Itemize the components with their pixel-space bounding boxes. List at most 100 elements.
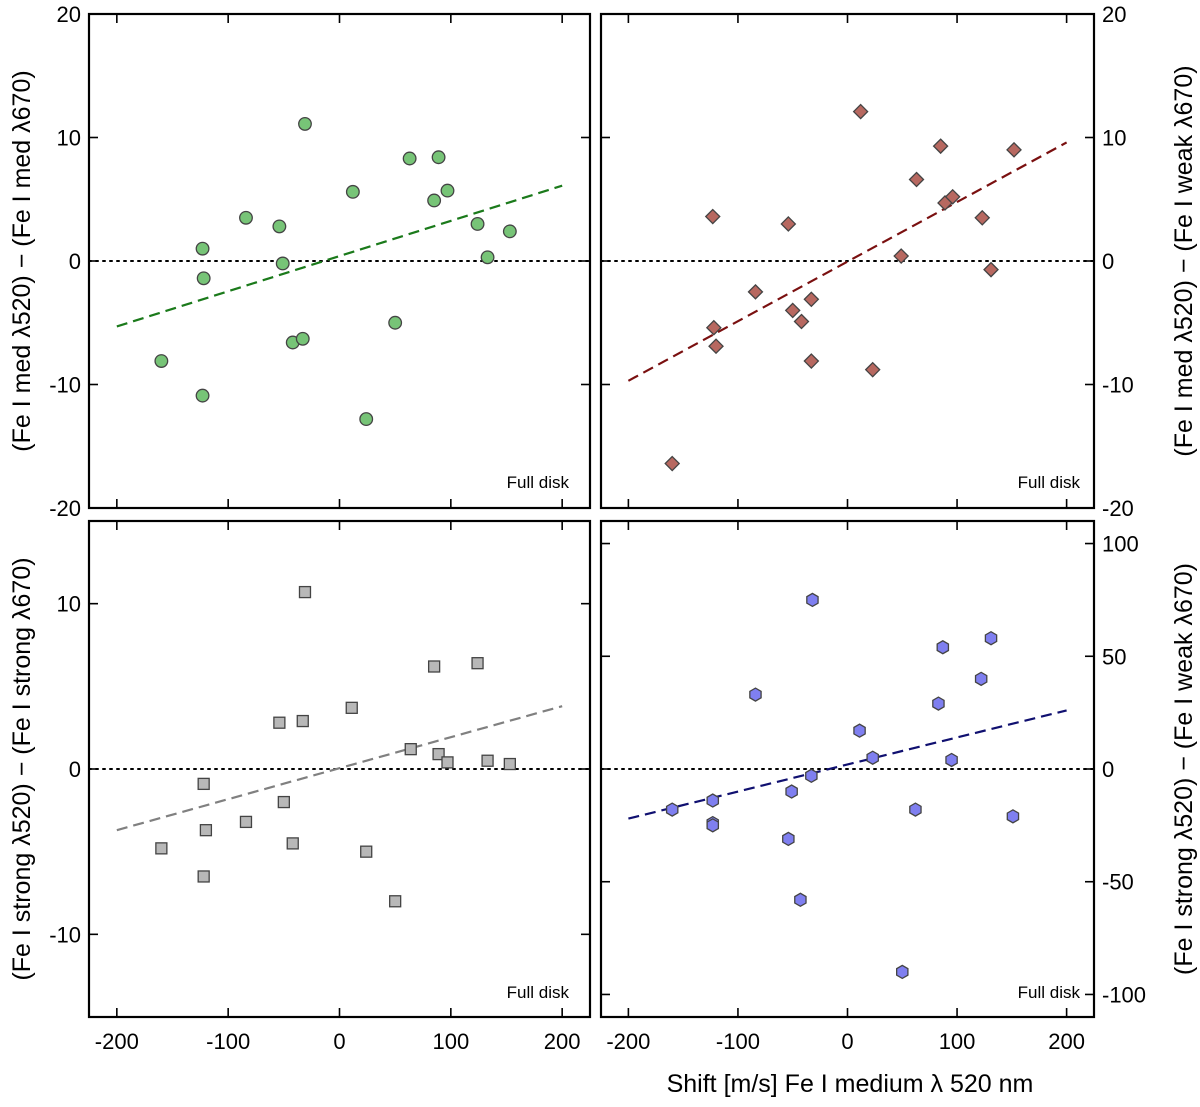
data-point	[275, 256, 290, 271]
data-point	[481, 754, 494, 767]
data-point	[273, 716, 286, 729]
data-point	[239, 815, 253, 829]
data-point	[470, 216, 485, 231]
data-point	[805, 768, 818, 784]
panel-frame	[87, 519, 592, 1019]
data-point	[780, 216, 797, 232]
data-point	[196, 271, 211, 286]
data-point	[404, 743, 417, 756]
panel-frame	[599, 519, 1096, 1019]
data-point	[195, 388, 210, 403]
data-point	[706, 818, 720, 833]
data-point	[853, 723, 866, 738]
data-point	[708, 338, 724, 355]
data-point	[480, 250, 495, 265]
data-point	[296, 714, 309, 728]
data-point	[983, 261, 999, 278]
x-tick-label: -200	[606, 1029, 650, 1054]
ylabel-top-right: (Fe I med λ520) − (Fe I weak λ670)	[1170, 65, 1198, 456]
data-point	[704, 208, 721, 225]
panel-frame	[87, 12, 592, 510]
y-tick-label: 20	[1102, 2, 1126, 27]
y-tick-label: 100	[1102, 532, 1139, 557]
data-point	[389, 895, 402, 908]
x-tick-label: 0	[333, 1029, 345, 1054]
data-point	[909, 802, 922, 817]
panel-bottom-right: -200 -100 0 100 200 -100 -50 0 50 100	[600, 521, 1146, 1054]
data-point	[359, 412, 374, 427]
y-tick-label: -50	[1102, 870, 1134, 895]
y-tick-label: 50	[1102, 644, 1126, 669]
data-point	[440, 183, 455, 198]
data-point	[503, 757, 516, 771]
data-point	[298, 116, 312, 131]
data-point	[427, 660, 441, 673]
y-tick-label: 0	[1102, 249, 1114, 274]
data-point	[286, 837, 299, 850]
x-tick-label: 200	[1048, 1029, 1085, 1054]
data-point	[155, 842, 168, 855]
data-point	[295, 331, 310, 346]
y-tick-label: -10	[49, 373, 81, 398]
data-point	[936, 639, 950, 655]
ylabel-bottom-right: (Fe I strong λ520) − (Fe I weak λ670)	[1170, 563, 1198, 975]
y-tick-label: -20	[1102, 496, 1134, 521]
data-point	[197, 870, 210, 883]
data-point	[932, 696, 945, 711]
data-point	[749, 687, 762, 702]
y-tick-label: 0	[1102, 757, 1114, 782]
data-point	[1006, 809, 1020, 824]
data-point	[974, 671, 988, 687]
data-point	[784, 302, 801, 319]
data-point	[945, 752, 958, 768]
y-tick-label: -20	[49, 496, 81, 521]
y-tick-label: 10	[1102, 126, 1126, 151]
data-point	[502, 224, 517, 239]
annotation-top-right: Full disk	[1018, 473, 1081, 492]
data-point	[441, 756, 454, 769]
data-point	[782, 831, 795, 847]
panel-top-right: -20 -10 0 10 20	[600, 2, 1134, 521]
data-point	[154, 354, 169, 368]
data-point	[706, 793, 720, 808]
data-point	[277, 795, 290, 809]
data-point	[908, 171, 925, 188]
y-tick-label: 0	[69, 757, 81, 782]
data-point	[345, 701, 358, 714]
data-point	[747, 283, 764, 300]
fit-line	[627, 141, 1068, 382]
data-point	[345, 184, 360, 199]
panel-frame	[599, 12, 1096, 510]
x-tick-label: -100	[206, 1029, 250, 1054]
x-tick-label: 100	[939, 1029, 976, 1054]
data-point	[803, 353, 820, 369]
panel-top-left: -20 -10 0 10 20	[49, 2, 591, 521]
data-point	[974, 209, 991, 226]
data-point	[803, 291, 820, 308]
data-point	[239, 210, 253, 225]
x-tick-label: -200	[95, 1029, 139, 1054]
xlabel: Shift [m/s] Fe I medium λ 520 nm	[667, 1070, 1034, 1098]
data-point	[402, 151, 417, 166]
data-point	[427, 193, 442, 208]
data-point	[984, 630, 998, 646]
data-point	[388, 315, 403, 330]
ylabel-bottom-left: (Fe I strong λ520) − (Fe I strong λ670)	[8, 557, 36, 980]
data-point	[932, 138, 949, 155]
data-point	[272, 219, 287, 234]
y-tick-label: -10	[1102, 373, 1134, 398]
data-point	[298, 585, 312, 599]
annotation-bottom-right: Full disk	[1018, 983, 1081, 1002]
x-tick-label: 100	[432, 1029, 469, 1054]
data-point	[471, 657, 484, 670]
y-tick-label: -10	[49, 922, 81, 947]
y-tick-label: 20	[57, 2, 81, 27]
annotation-bottom-left: Full disk	[507, 983, 570, 1002]
data-point	[195, 241, 210, 256]
y-tick-label: -100	[1102, 982, 1146, 1007]
data-point	[785, 784, 798, 799]
data-point	[197, 777, 210, 791]
data-point	[705, 319, 722, 336]
